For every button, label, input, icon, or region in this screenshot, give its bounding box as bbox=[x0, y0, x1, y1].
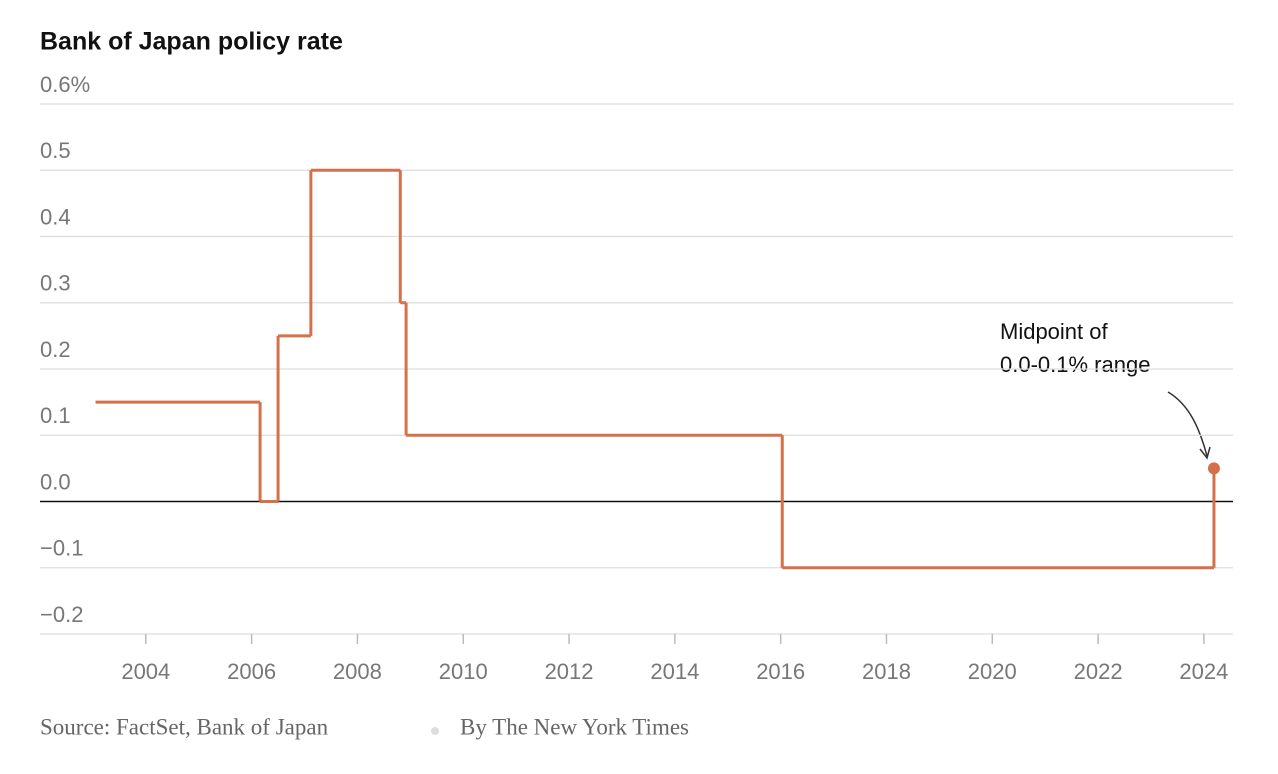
x-tick-label: 2024 bbox=[1179, 659, 1228, 684]
x-tick-label: 2004 bbox=[121, 659, 170, 684]
x-tick-label: 2022 bbox=[1074, 659, 1123, 684]
separator bbox=[431, 727, 439, 735]
x-tick-label: 2018 bbox=[862, 659, 911, 684]
y-tick-label: 0.5 bbox=[40, 138, 71, 163]
annotation: Midpoint of bbox=[1000, 319, 1109, 344]
source: Source: FactSet, Bank of Japan bbox=[40, 714, 329, 739]
y-tick-label: 0.6% bbox=[40, 72, 90, 97]
x-tick-label: 2014 bbox=[650, 659, 699, 684]
annotation-arrow bbox=[1167, 391, 1208, 457]
arrow-head bbox=[1199, 446, 1211, 460]
x-tick-label: 2010 bbox=[439, 659, 488, 684]
y-tick-label: 0.0 bbox=[40, 469, 71, 494]
y-tick-label: −0.2 bbox=[40, 602, 83, 627]
annotation: 0.0-0.1% range bbox=[1000, 352, 1150, 377]
x-tick-label: 2008 bbox=[333, 659, 382, 684]
y-tick-label: 0.1 bbox=[40, 403, 71, 428]
y-tick-label: −0.1 bbox=[40, 536, 83, 561]
end-point bbox=[1207, 462, 1220, 475]
y-tick-label: 0.2 bbox=[40, 337, 71, 362]
chart-title: Bank of Japan policy rate bbox=[40, 28, 343, 56]
y-tick-label: 0.4 bbox=[40, 204, 71, 229]
x-tick-label: 2020 bbox=[968, 659, 1017, 684]
y-tick-label: 0.3 bbox=[40, 271, 71, 296]
x-tick-label: 2012 bbox=[545, 659, 594, 684]
x-tick-label: 2006 bbox=[227, 659, 276, 684]
x-tick-label: 2016 bbox=[756, 659, 805, 684]
credit: By The New York Times bbox=[460, 714, 689, 739]
